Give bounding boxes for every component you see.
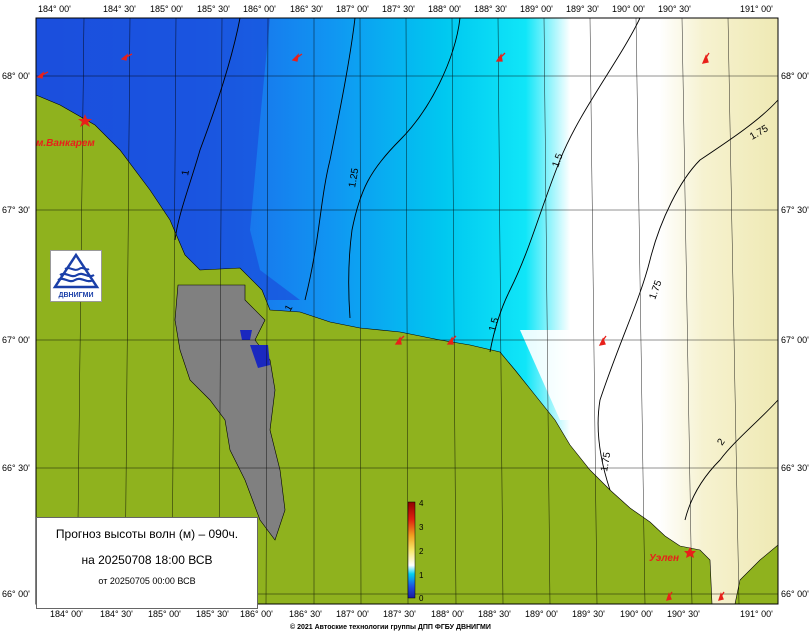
lon-tick: 187° 30' bbox=[382, 4, 415, 14]
contour-labels: 1 1.25 1.5 1.5 1.75 1.75 1.75 2 1 bbox=[180, 123, 771, 472]
map-frame bbox=[35, 17, 779, 605]
svg-text:1.75: 1.75 bbox=[599, 451, 613, 473]
svg-text:1.5: 1.5 bbox=[487, 316, 501, 333]
lon-tick: 185° 30' bbox=[196, 609, 229, 619]
place-vankarem: м.Ванкарем bbox=[36, 114, 95, 149]
colorbar-tick: 0 bbox=[419, 594, 424, 603]
wind-arrow bbox=[666, 591, 673, 601]
lon-tick: 186° 30' bbox=[290, 4, 323, 14]
lon-tick: 189° 00' bbox=[520, 4, 553, 14]
svg-text:1: 1 bbox=[283, 303, 296, 314]
right-lat-ticks: 68° 00' 67° 30' 67° 00' 66° 30' 66° 00' bbox=[781, 71, 809, 599]
lat-tick: 67° 00' bbox=[2, 335, 30, 345]
wind-arrow bbox=[394, 335, 405, 345]
lon-tick: 185° 30' bbox=[197, 4, 230, 14]
lon-tick: 184° 00' bbox=[38, 4, 71, 14]
lat-tick: 66° 30' bbox=[2, 463, 30, 473]
lat-tick: 67° 00' bbox=[781, 335, 809, 345]
wind-arrow bbox=[701, 52, 710, 64]
contours bbox=[174, 17, 779, 521]
wind-arrow bbox=[120, 53, 133, 61]
lat-tick: 67° 30' bbox=[2, 205, 30, 215]
svg-text:Уэлен: Уэлен bbox=[649, 553, 679, 564]
lon-tick: 191° 00' bbox=[740, 609, 773, 619]
wind-arrow bbox=[718, 591, 725, 601]
land-chukotka bbox=[35, 94, 713, 605]
lon-tick: 186° 00' bbox=[243, 4, 276, 14]
lon-tick: 189° 00' bbox=[525, 609, 558, 619]
lon-tick: 184° 30' bbox=[103, 4, 136, 14]
svg-text:1.25: 1.25 bbox=[347, 167, 361, 189]
star-icon bbox=[78, 114, 92, 127]
star-icon bbox=[684, 547, 696, 558]
forecast-info-box: Прогноз высоты волн (м) – 090ч. на 20250… bbox=[36, 517, 258, 609]
credit-line: © 2021 Автоские технологии группы ДПП ФГ… bbox=[290, 623, 491, 631]
wind-arrow bbox=[495, 52, 506, 62]
lon-tick: 188° 30' bbox=[474, 4, 507, 14]
lon-tick: 190° 30' bbox=[667, 609, 700, 619]
lon-tick: 190° 00' bbox=[620, 609, 653, 619]
logo-text: ДВНИГМИ bbox=[59, 292, 94, 299]
wind-arrow bbox=[598, 335, 607, 346]
dvnigmi-logo: ДВНИГМИ bbox=[50, 250, 102, 302]
sea-deep-zone bbox=[36, 18, 300, 300]
sea-white-zone bbox=[520, 330, 620, 420]
svg-text:м.Ванкарем: м.Ванкарем bbox=[36, 138, 95, 149]
wind-arrow bbox=[291, 53, 303, 62]
lon-tick: 190° 00' bbox=[612, 4, 645, 14]
lagoon-inlet bbox=[240, 330, 252, 340]
svg-text:1: 1 bbox=[180, 169, 192, 177]
lon-tick: 186° 30' bbox=[289, 609, 322, 619]
lat-tick: 66° 00' bbox=[2, 589, 30, 599]
lat-tick: 68° 00' bbox=[781, 71, 809, 81]
lon-tick: 187° 30' bbox=[383, 609, 416, 619]
left-lat-ticks: 68° 00' 67° 30' 67° 00' 66° 30' 66° 00' bbox=[2, 71, 30, 599]
lon-tick: 185° 00' bbox=[150, 4, 183, 14]
lon-tick: 188° 30' bbox=[478, 609, 511, 619]
lat-tick: 66° 30' bbox=[781, 463, 809, 473]
graticule bbox=[36, 17, 778, 605]
lat-tick: 67° 30' bbox=[781, 205, 809, 215]
lon-tick: 188° 00' bbox=[428, 4, 461, 14]
lon-tick: 184° 00' bbox=[50, 609, 83, 619]
colorbar-tick: 1 bbox=[419, 571, 424, 580]
svg-text:1.5: 1.5 bbox=[550, 152, 565, 169]
place-uelen: Уэлен bbox=[649, 547, 696, 564]
bottom-lon-ticks: 184° 00' 184° 30' 185° 00' 185° 30' 186°… bbox=[50, 609, 773, 619]
lon-tick: 187° 00' bbox=[336, 4, 369, 14]
wind-arrow bbox=[446, 335, 457, 345]
colorbar-tick: 3 bbox=[419, 523, 424, 532]
wind-arrow bbox=[36, 71, 49, 79]
lon-tick: 188° 00' bbox=[431, 609, 464, 619]
colorbar-tick: 4 bbox=[419, 499, 424, 508]
forecast-issued-time: от 20250705 00:00 ВСВ bbox=[98, 576, 196, 586]
colorbar: 4 3 2 1 0 bbox=[407, 499, 424, 603]
colorbar-tick: 2 bbox=[419, 547, 424, 556]
lon-tick: 189° 30' bbox=[572, 609, 605, 619]
lon-tick: 191° 00' bbox=[740, 4, 773, 14]
svg-text:2: 2 bbox=[715, 436, 727, 447]
forecast-title: Прогноз высоты волн (м) – 090ч. bbox=[55, 527, 239, 541]
dvnigmi-logo-icon: ДВНИГМИ bbox=[52, 252, 100, 299]
lon-tick: 184° 30' bbox=[100, 609, 133, 619]
wind-arrows bbox=[36, 52, 725, 601]
lon-tick: 186° 00' bbox=[240, 609, 273, 619]
top-lon-ticks: 184° 00' 184° 30' 185° 00' 185° 30' 186°… bbox=[38, 4, 773, 14]
lagoon-pool bbox=[250, 345, 270, 368]
forecast-valid-time: на 20250708 18:00 ВСВ bbox=[81, 553, 213, 567]
lon-tick: 189° 30' bbox=[566, 4, 599, 14]
lat-tick: 68° 00' bbox=[2, 71, 30, 81]
lon-tick: 185° 00' bbox=[148, 609, 181, 619]
lon-tick: 187° 00' bbox=[336, 609, 369, 619]
lat-tick: 66° 00' bbox=[781, 589, 809, 599]
lon-tick: 190° 30' bbox=[658, 4, 691, 14]
colorbar-ramp bbox=[407, 501, 416, 599]
